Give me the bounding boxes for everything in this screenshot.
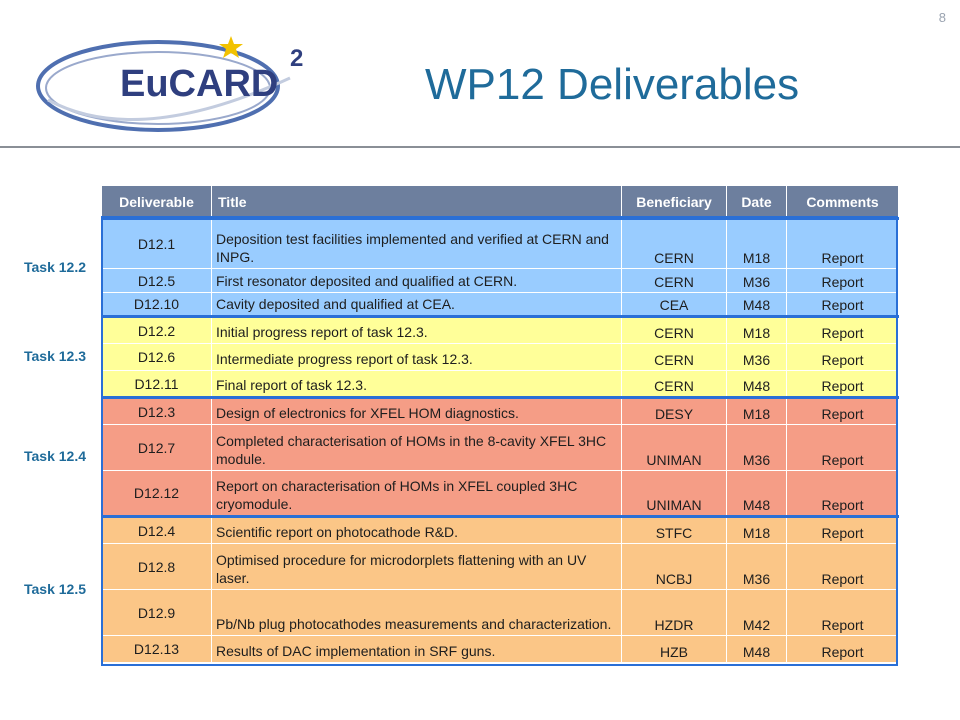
deliverable-id: D12.7 (101, 424, 212, 471)
header-date: Date (726, 185, 787, 219)
deliverable-beneficiary: UNIMAN (621, 424, 727, 471)
deliverable-beneficiary: HZB (621, 635, 727, 663)
deliverable-title: Report on characterisation of HOMs in XF… (211, 470, 622, 517)
deliverable-title: Deposition test facilities implemented a… (211, 217, 622, 269)
deliverable-id: D12.10 (101, 292, 212, 317)
table-row: D12.6 Intermediate progress report of tas… (101, 343, 899, 371)
header-divider (0, 146, 960, 148)
deliverable-date: M18 (726, 315, 787, 344)
deliverable-id: D12.11 (101, 370, 212, 398)
eucard-logo-graphic: EuCARD 2 (36, 36, 303, 132)
table-row: D12.2 Initial progress report of task 12.… (101, 315, 899, 344)
deliverable-date: M48 (726, 470, 787, 517)
deliverable-id: D12.2 (101, 315, 212, 344)
deliverable-beneficiary: NCBJ (621, 543, 727, 590)
header-deliverable: Deliverable (101, 185, 212, 219)
deliverable-comments: Report (786, 589, 899, 636)
deliverable-beneficiary: STFC (621, 515, 727, 544)
deliverable-title: Scientific report on photocathode R&D. (211, 515, 622, 544)
task-label: Task 12.3 (23, 348, 86, 364)
deliverables-table: Deliverable Title Beneficiary Date Comme… (101, 185, 899, 663)
table-row: D12.3 Design of electronics for XFEL HOM … (101, 396, 899, 425)
task-label: Task 12.4 (23, 448, 86, 464)
deliverable-id: D12.13 (101, 635, 212, 663)
deliverable-beneficiary: CEA (621, 292, 727, 317)
deliverable-date: M48 (726, 370, 787, 398)
deliverable-date: M36 (726, 268, 787, 293)
table-row: D12.10 Cavity deposited and qualified at … (101, 292, 899, 317)
deliverable-comments: Report (786, 370, 899, 398)
deliverable-comments: Report (786, 217, 899, 269)
deliverable-id: D12.5 (101, 268, 212, 293)
deliverable-title: First resonator deposited and qualified … (211, 268, 622, 293)
logo-text: EuCARD (120, 63, 278, 105)
table-row: D12.13 Results of DAC implementation in S… (101, 635, 899, 663)
deliverable-id: D12.1 (101, 217, 212, 269)
deliverable-comments: Report (786, 343, 899, 371)
deliverable-beneficiary: CERN (621, 315, 727, 344)
table-row: D12.9 Pb/Nb plug photocathodes measuremen… (101, 589, 899, 636)
task-label: Task 12.2 (23, 258, 86, 275)
deliverable-beneficiary: CERN (621, 217, 727, 269)
deliverable-id: D12.8 (101, 543, 212, 590)
page-number: 8 (938, 10, 946, 25)
deliverable-title: Initial progress report of task 12.3. (211, 315, 622, 344)
deliverable-beneficiary: CERN (621, 370, 727, 398)
deliverable-beneficiary: CERN (621, 343, 727, 371)
deliverable-comments: Report (786, 268, 899, 293)
deliverable-id: D12.9 (101, 589, 212, 636)
star-icon (219, 36, 243, 58)
deliverable-title: Intermediate progress report of task 12.… (211, 343, 622, 371)
deliverable-title: Design of electronics for XFEL HOM diagn… (211, 396, 622, 425)
deliverable-beneficiary: HZDR (621, 589, 727, 636)
table-row: D12.5 First resonator deposited and quali… (101, 268, 899, 293)
table-row: D12.7 Completed characterisation of HOMs … (101, 424, 899, 471)
table-row: D12.1 Deposition test facilities implemen… (101, 217, 899, 269)
deliverable-date: M48 (726, 635, 787, 663)
deliverable-comments: Report (786, 315, 899, 344)
deliverable-date: M18 (726, 217, 787, 269)
header-comments: Comments (786, 185, 899, 219)
deliverable-date: M48 (726, 292, 787, 317)
header-beneficiary: Beneficiary (621, 185, 727, 219)
deliverable-id: D12.4 (101, 515, 212, 544)
deliverable-date: M18 (726, 396, 787, 425)
deliverable-title: Pb/Nb plug photocathodes measurements an… (211, 589, 622, 636)
deliverable-comments: Report (786, 424, 899, 471)
table-body: D12.1 Deposition test facilities implemen… (101, 217, 899, 663)
header-title: Title (211, 185, 622, 219)
deliverable-date: M18 (726, 515, 787, 544)
deliverable-comments: Report (786, 515, 899, 544)
deliverable-beneficiary: DESY (621, 396, 727, 425)
deliverable-id: D12.12 (101, 470, 212, 517)
table-row: D12.8 Optimised procedure for microdorple… (101, 543, 899, 590)
slide-title: WP12 Deliverables (425, 60, 800, 109)
deliverable-title: Completed characterisation of HOMs in th… (211, 424, 622, 471)
table-header-row: Deliverable Title Beneficiary Date Comme… (101, 185, 899, 219)
deliverable-comments: Report (786, 292, 899, 317)
deliverable-id: D12.6 (101, 343, 212, 371)
deliverable-date: M36 (726, 543, 787, 590)
deliverable-title: Results of DAC implementation in SRF gun… (211, 635, 622, 663)
deliverable-comments: Report (786, 396, 899, 425)
deliverable-beneficiary: UNIMAN (621, 470, 727, 517)
logo-superscript: 2 (290, 45, 303, 72)
deliverable-comments: Report (786, 543, 899, 590)
deliverable-comments: Report (786, 470, 899, 517)
deliverable-id: D12.3 (101, 396, 212, 425)
deliverable-comments: Report (786, 635, 899, 663)
deliverable-date: M36 (726, 424, 787, 471)
table-row: D12.4 Scientific report on photocathode R… (101, 515, 899, 544)
table-row: D12.11 Final report of task 12.3. CERN M48 R… (101, 370, 899, 398)
deliverable-title: Final report of task 12.3. (211, 370, 622, 398)
deliverable-beneficiary: CERN (621, 268, 727, 293)
deliverable-date: M42 (726, 589, 787, 636)
eucard-logo: EuCARD 2 (28, 30, 328, 138)
deliverable-title: Optimised procedure for microdorplets fl… (211, 543, 622, 590)
task-label: Task 12.5 (23, 580, 86, 597)
table-row: D12.12 Report on characterisation of HOMs… (101, 470, 899, 517)
deliverable-date: M36 (726, 343, 787, 371)
deliverable-title: Cavity deposited and qualified at CEA. (211, 292, 622, 317)
